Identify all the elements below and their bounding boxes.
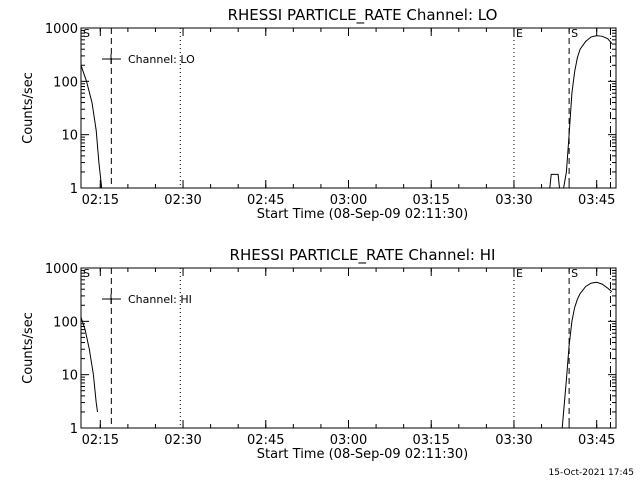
plot-frame	[80, 27, 617, 189]
y-tick-label: 1000	[45, 262, 78, 277]
legend-label: Channel: LO	[128, 53, 195, 66]
marker-label: E	[516, 27, 523, 40]
y-tick-label: 10	[61, 369, 78, 384]
x-tick-label: 03:30	[495, 193, 532, 208]
series-line	[81, 65, 103, 188]
x-tick-label: 03:00	[330, 433, 367, 448]
y-axis-label: Counts/sec	[21, 312, 36, 384]
series-line	[561, 281, 613, 428]
chart-title: RHESSI PARTICLE_RATE Channel: HI	[230, 246, 496, 265]
x-tick-label: 03:15	[412, 433, 449, 448]
footer-timestamp: 15-Oct-2021 17:45	[548, 468, 634, 478]
y-tick-label: 100	[53, 75, 78, 90]
series-line	[563, 35, 613, 188]
y-tick-label: 1	[70, 422, 78, 437]
marker-label: E	[516, 267, 523, 280]
marker-label: S	[571, 267, 578, 280]
series-line	[81, 316, 98, 412]
y-axis-label: Counts/sec	[21, 72, 36, 144]
y-tick-label: 10	[61, 129, 78, 144]
chart-hi-channel: RHESSI PARTICLE_RATE Channel: HI 1 10 100 10…	[21, 246, 617, 462]
chart-title: RHESSI PARTICLE_RATE Channel: LO	[228, 6, 498, 25]
x-tick-label: 03:45	[578, 193, 615, 208]
y-tick-label: 1000	[45, 22, 78, 37]
marker-label: S	[571, 27, 578, 40]
x-tick-label: 02:45	[247, 193, 284, 208]
x-tick-label: 03:30	[495, 433, 532, 448]
x-tick-label: 02:45	[247, 433, 284, 448]
y-tick-label: 1	[70, 182, 78, 197]
marker-label: S	[83, 267, 90, 280]
x-tick-label: 02:15	[82, 193, 119, 208]
x-tick-label: 02:15	[82, 433, 119, 448]
x-axis-label: Start Time (08-Sep-09 02:11:30)	[257, 447, 468, 462]
chart-lo-channel: RHESSI PARTICLE_RATE Channel: LO 1 10 100 10…	[21, 6, 617, 222]
y-tick-label: 100	[53, 315, 78, 330]
legend-label: Channel: HI	[128, 293, 192, 306]
plot-frame	[80, 267, 617, 429]
x-tick-label: 02:30	[164, 193, 201, 208]
x-axis-label: Start Time (08-Sep-09 02:11:30)	[257, 207, 468, 222]
x-tick-label: 03:45	[578, 433, 615, 448]
marker-label: S	[83, 27, 90, 40]
x-tick-label: 03:15	[412, 193, 449, 208]
x-tick-label: 02:30	[164, 433, 201, 448]
x-tick-label: 03:00	[330, 193, 367, 208]
series-line	[549, 173, 561, 188]
